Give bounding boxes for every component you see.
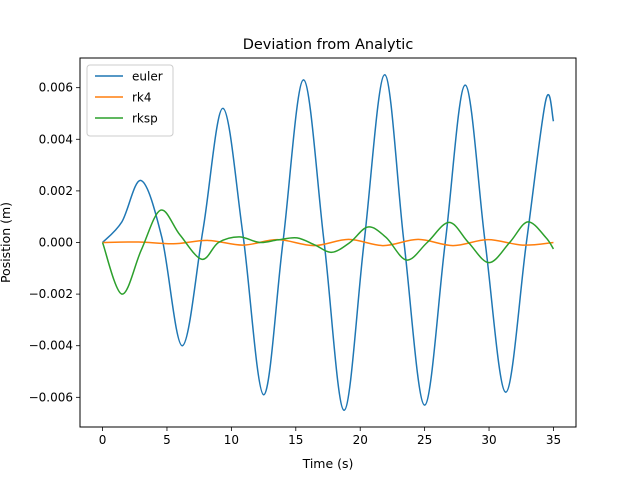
y-axis: −0.006 −0.004 −0.002 0.000 0.002 0.004 0.006 xyxy=(29,81,80,404)
y-axis-label: Posistion (m) xyxy=(0,202,13,283)
x-tick-label: 20 xyxy=(353,433,368,447)
y-tick-label: 0.000 xyxy=(39,236,73,250)
y-tick-label: 0.006 xyxy=(39,81,73,95)
legend-label-euler: euler xyxy=(132,70,163,84)
x-tick-label: 10 xyxy=(224,433,239,447)
plot-frame xyxy=(79,57,577,428)
x-tick-label: 0 xyxy=(99,433,107,447)
x-tick-label: 35 xyxy=(546,433,561,447)
series-line-euler xyxy=(102,74,555,411)
series-line-rksp xyxy=(101,209,555,295)
y-tick-label: 0.002 xyxy=(39,184,73,198)
y-tick-label: −0.002 xyxy=(29,287,73,301)
x-axis: 0 5 10 15 20 25 30 35 xyxy=(99,427,561,447)
x-tick-label: 30 xyxy=(481,433,496,447)
x-tick-label: 5 xyxy=(163,433,171,447)
series-layer xyxy=(101,74,555,411)
y-tick-label: −0.006 xyxy=(29,390,73,404)
chart-title: Deviation from Analytic xyxy=(243,37,414,53)
y-tick-label: 0.004 xyxy=(39,132,73,146)
legend: euler rk4 rksp xyxy=(86,64,174,137)
legend-label-rk4: rk4 xyxy=(132,91,152,105)
y-tick-label: −0.004 xyxy=(29,339,73,353)
x-axis-label: Time (s) xyxy=(302,456,354,471)
legend-label-rksp: rksp xyxy=(132,112,158,126)
series-line-rk4 xyxy=(102,238,554,247)
x-tick-label: 15 xyxy=(288,433,303,447)
x-tick-label: 25 xyxy=(417,433,432,447)
